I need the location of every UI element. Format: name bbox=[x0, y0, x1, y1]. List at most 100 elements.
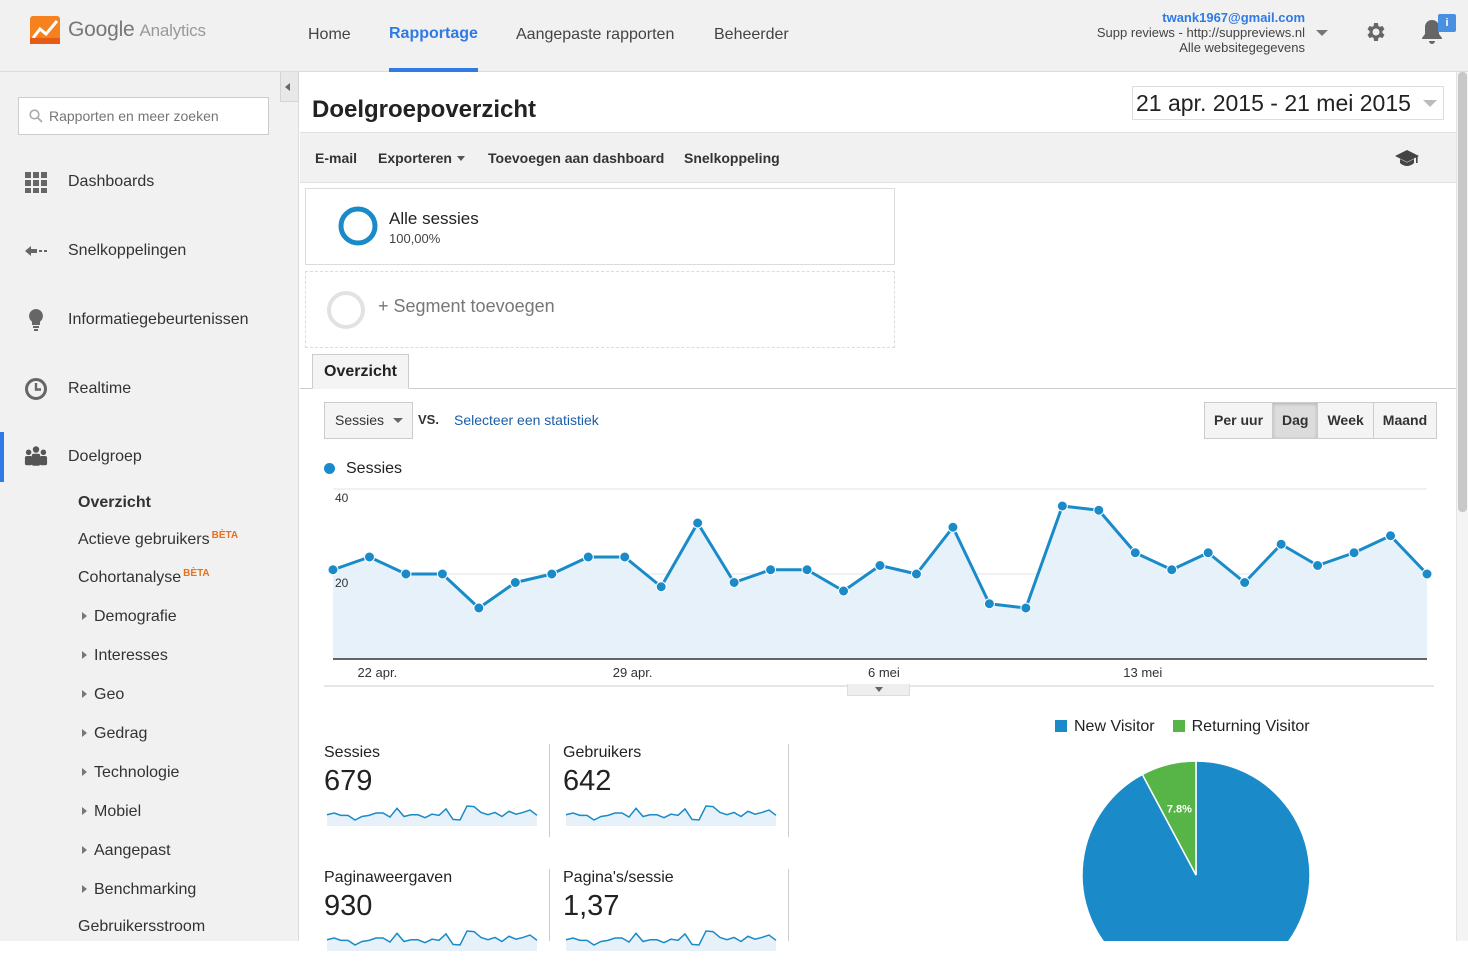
sidebar-sub-interests[interactable]: Interesses bbox=[80, 647, 168, 665]
data-point[interactable] bbox=[947, 521, 959, 533]
data-point[interactable] bbox=[1275, 538, 1287, 550]
data-point[interactable] bbox=[692, 517, 704, 529]
add-segment-button[interactable]: + Segment toevoegen bbox=[305, 271, 895, 348]
sessions-line-chart[interactable]: 20 40 22 apr. 29 apr. 6 mei 13 mei bbox=[324, 487, 1434, 687]
period-day-button[interactable]: Dag bbox=[1272, 403, 1318, 438]
tab-overview[interactable]: Overzicht bbox=[312, 354, 409, 389]
data-point[interactable] bbox=[1239, 577, 1251, 588]
sidebar-sub-custom[interactable]: Aangepast bbox=[80, 842, 171, 860]
data-point[interactable] bbox=[910, 568, 922, 580]
data-point[interactable] bbox=[874, 560, 886, 571]
shortcut-button[interactable]: Snelkoppeling bbox=[684, 150, 780, 166]
expand-arrow-icon bbox=[82, 612, 87, 620]
data-point[interactable] bbox=[728, 577, 740, 588]
data-point[interactable] bbox=[436, 568, 448, 580]
data-point[interactable] bbox=[1093, 504, 1105, 516]
sidebar-item-label: Realtime bbox=[68, 380, 132, 397]
nav-reporting[interactable]: Rapportage bbox=[389, 0, 478, 72]
data-point[interactable] bbox=[983, 598, 995, 610]
analytics-logo[interactable]: Google Analytics bbox=[30, 16, 206, 44]
sidebar-item-dashboards[interactable]: Dashboards bbox=[0, 158, 299, 206]
sidebar-sub-technology[interactable]: Technologie bbox=[80, 764, 179, 782]
data-point[interactable] bbox=[838, 585, 850, 597]
data-point[interactable] bbox=[801, 564, 813, 576]
export-button[interactable]: Exporteren bbox=[378, 150, 465, 166]
sidebar-item-shortcuts[interactable]: Snelkoppelingen bbox=[0, 227, 299, 275]
main-content: Doelgroepoverzicht 21 apr. 2015 - 21 mei… bbox=[300, 72, 1456, 951]
visitor-type-pie-chart[interactable]: 7.8% bbox=[1080, 758, 1314, 941]
period-week-button[interactable]: Week bbox=[1317, 403, 1373, 438]
email-button[interactable]: E-mail bbox=[315, 150, 358, 166]
select-metric-link[interactable]: Selecteer een statistiek bbox=[454, 412, 599, 428]
search-input[interactable] bbox=[49, 108, 249, 124]
data-point[interactable] bbox=[619, 551, 631, 563]
account-caret-icon[interactable] bbox=[1316, 30, 1328, 36]
data-point[interactable] bbox=[1421, 568, 1433, 580]
sidebar-item-intelligence-events[interactable]: Informatiegebeurtenissen bbox=[0, 296, 299, 344]
sidebar-sub-overview[interactable]: Overzicht bbox=[78, 494, 151, 511]
sidebar-sub-label: Benchmarking bbox=[94, 881, 197, 898]
data-point[interactable] bbox=[765, 564, 777, 576]
period-hourly-button[interactable]: Per uur bbox=[1205, 403, 1273, 438]
data-point[interactable] bbox=[1166, 564, 1178, 576]
notification-badge[interactable]: i bbox=[1438, 14, 1456, 32]
metric-dropdown[interactable]: Sessies bbox=[324, 402, 413, 439]
sidebar-sub-active-users[interactable]: Actieve gebruikers BÈTA bbox=[78, 530, 238, 549]
expand-arrow-icon bbox=[82, 729, 87, 737]
data-point[interactable] bbox=[1056, 500, 1068, 512]
sidebar-sub-label: Actieve gebruikers bbox=[78, 531, 210, 548]
sidebar-collapse-button[interactable] bbox=[280, 72, 299, 102]
segment-all-sessions[interactable]: Alle sessies 100,00% bbox=[305, 188, 895, 265]
pie-slice-new-visitor[interactable] bbox=[1081, 760, 1311, 941]
nav-admin[interactable]: Beheerder bbox=[714, 26, 789, 43]
sidebar-sub-mobile[interactable]: Mobiel bbox=[80, 803, 141, 821]
legend-item-new-visitor[interactable]: New Visitor bbox=[1055, 718, 1155, 736]
chart-expand-handle[interactable] bbox=[847, 684, 910, 696]
tab-divider bbox=[300, 388, 1456, 389]
graduation-cap-icon[interactable] bbox=[1394, 148, 1420, 168]
sidebar-item-realtime[interactable]: Realtime bbox=[0, 365, 299, 413]
data-point[interactable] bbox=[509, 577, 521, 588]
add-to-dashboard-button[interactable]: Toevoegen aan dashboard bbox=[488, 150, 665, 166]
data-point[interactable] bbox=[1202, 547, 1214, 559]
nav-custom-reports[interactable]: Aangepaste rapporten bbox=[516, 26, 675, 43]
data-point[interactable] bbox=[582, 551, 594, 563]
data-point[interactable] bbox=[327, 564, 339, 576]
sidebar-item-label: Snelkoppelingen bbox=[68, 242, 187, 259]
report-search[interactable] bbox=[18, 97, 269, 135]
sidebar-sub-demographics[interactable]: Demografie bbox=[80, 608, 177, 626]
stat-users[interactable]: Gebruikers 642 bbox=[563, 744, 785, 839]
pie-slice-returning-visitor[interactable] bbox=[1141, 760, 1197, 876]
scrollbar-thumb[interactable] bbox=[1458, 72, 1467, 512]
period-month-button[interactable]: Maand bbox=[1372, 403, 1437, 438]
sidebar-item-audience[interactable]: Doelgroep bbox=[0, 432, 299, 482]
sparkline-area bbox=[327, 931, 537, 951]
data-point[interactable] bbox=[1020, 602, 1032, 614]
data-point[interactable] bbox=[1312, 560, 1324, 571]
bell-icon[interactable] bbox=[1420, 18, 1444, 46]
stat-value: 679 bbox=[324, 765, 373, 797]
data-point[interactable] bbox=[473, 602, 485, 614]
data-point[interactable] bbox=[400, 568, 412, 580]
legend-item-returning-visitor[interactable]: Returning Visitor bbox=[1172, 718, 1310, 736]
export-label: Exporteren bbox=[378, 150, 452, 166]
data-point[interactable] bbox=[1385, 530, 1397, 542]
data-point[interactable] bbox=[655, 581, 667, 593]
sidebar-sub-behavior[interactable]: Gedrag bbox=[80, 725, 147, 743]
stat-pages-per-session[interactable]: Pagina's/sessie 1,37 bbox=[563, 869, 785, 964]
data-point[interactable] bbox=[1129, 547, 1141, 559]
account-selector[interactable]: twank1967@gmail.com Supp reviews - http:… bbox=[1097, 10, 1305, 55]
data-point[interactable] bbox=[1348, 547, 1360, 559]
sidebar-sub-cohort[interactable]: Cohortanalyse BÈTA bbox=[78, 568, 210, 587]
data-point[interactable] bbox=[546, 568, 558, 580]
stat-pageviews[interactable]: Paginaweergaven 930 bbox=[324, 869, 546, 964]
date-range-picker[interactable]: 21 apr. 2015 - 21 mei 2015 bbox=[1132, 86, 1444, 120]
gear-icon[interactable] bbox=[1364, 20, 1388, 44]
data-point[interactable] bbox=[363, 551, 375, 563]
nav-home[interactable]: Home bbox=[308, 26, 351, 43]
sidebar-sub-geo[interactable]: Geo bbox=[80, 686, 124, 704]
sidebar-sub-user-flow[interactable]: Gebruikersstroom bbox=[78, 918, 206, 935]
lightbulb-icon bbox=[29, 309, 43, 331]
stat-sessions[interactable]: Sessies 679 bbox=[324, 744, 546, 839]
sidebar-sub-benchmarking[interactable]: Benchmarking bbox=[80, 881, 196, 899]
